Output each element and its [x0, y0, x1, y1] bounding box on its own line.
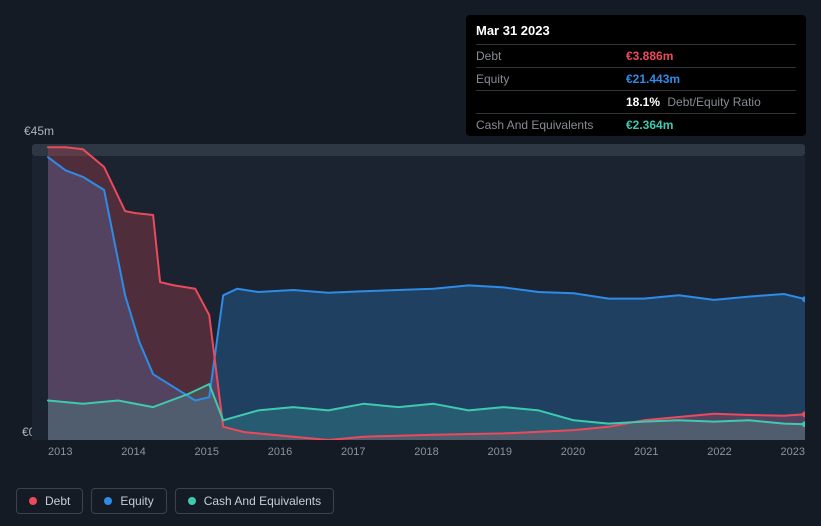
tooltip-row-cash: Cash And Equivalents €2.364m [476, 113, 796, 136]
x-axis-tick: 2022 [707, 446, 731, 462]
tooltip-row-debt: Debt €3.886m [476, 44, 796, 67]
x-axis-tick: 2019 [488, 446, 512, 462]
tooltip-value: €2.364m [626, 118, 673, 132]
tooltip-value: €21.443m [626, 72, 680, 86]
tooltip-label: Cash And Equivalents [476, 118, 626, 132]
x-axis-tick: 2021 [634, 446, 658, 462]
x-axis: 2013 2014 2015 2016 2017 2018 2019 2020 2021 2022… [48, 446, 805, 462]
legend-item-debt[interactable]: Debt [16, 488, 83, 514]
tooltip-row-equity: Equity €21.443m [476, 67, 796, 90]
dot-icon [29, 497, 37, 505]
x-axis-tick: 2016 [268, 446, 292, 462]
x-axis-tick: 2020 [561, 446, 585, 462]
y-axis-max-label: €45m [24, 124, 54, 138]
x-axis-tick: 2018 [414, 446, 438, 462]
legend-label: Equity [120, 494, 153, 508]
chart-area[interactable] [16, 144, 805, 440]
legend-label: Cash And Equivalents [204, 494, 321, 508]
tooltip-label [476, 95, 626, 109]
x-axis-tick: 2014 [121, 446, 145, 462]
dot-icon [104, 497, 112, 505]
tooltip-value: 18.1% Debt/Equity Ratio [626, 95, 761, 109]
tooltip-label: Debt [476, 49, 626, 63]
legend-label: Debt [45, 494, 70, 508]
legend-item-equity[interactable]: Equity [91, 488, 166, 514]
tooltip-row-ratio: 18.1% Debt/Equity Ratio [476, 90, 796, 113]
x-axis-tick: 2015 [195, 446, 219, 462]
x-axis-tick: 2017 [341, 446, 365, 462]
chart-tooltip: Mar 31 2023 Debt €3.886m Equity €21.443m… [466, 15, 806, 136]
tooltip-label: Equity [476, 72, 626, 86]
x-axis-tick: 2013 [48, 446, 72, 462]
legend-item-cash[interactable]: Cash And Equivalents [175, 488, 334, 514]
x-axis-tick: 2023 [781, 446, 805, 462]
chart-svg [16, 144, 805, 440]
tooltip-date: Mar 31 2023 [476, 21, 796, 44]
dot-icon [188, 497, 196, 505]
legend: Debt Equity Cash And Equivalents [16, 488, 334, 514]
tooltip-value: €3.886m [626, 49, 673, 63]
